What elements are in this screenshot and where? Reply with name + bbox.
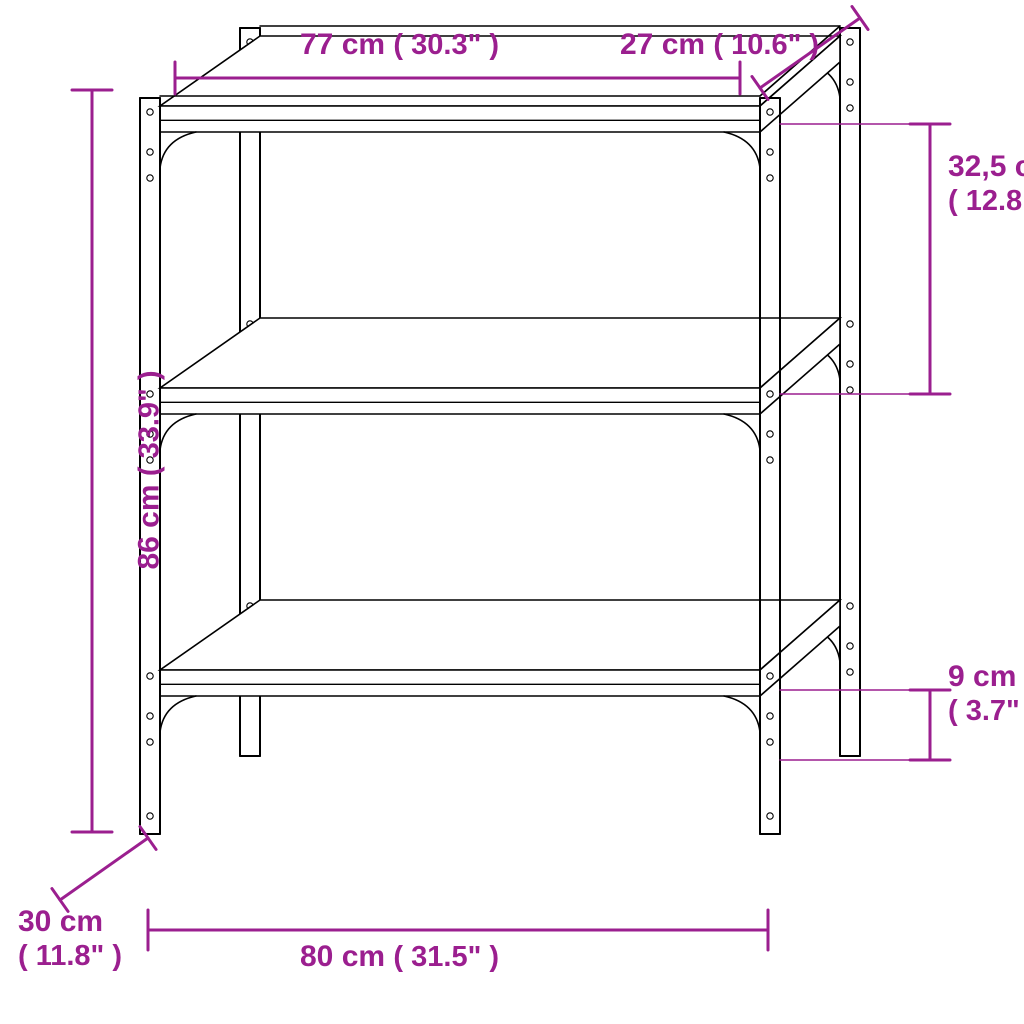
dim-top-width-in: ( 30.3" ) <box>393 29 499 61</box>
dim-base-depth-cm: 30 cm <box>18 905 122 940</box>
dim-foot-clear-cm: 9 cm <box>948 660 1024 695</box>
dim-shelf-gap-in: ( 12.8" ) <box>948 185 1024 218</box>
dim-top-width: 77 cm ( 30.3" ) <box>300 28 499 63</box>
dim-top-depth: 27 cm ( 10.6" ) <box>620 28 819 63</box>
dim-height-total: 86 cm ( 33.9" ) <box>132 370 167 569</box>
dim-top-depth-cm: 27 cm <box>620 28 705 61</box>
dim-foot-clear-in: ( 3.7" ) <box>948 695 1024 728</box>
dim-base-width-in: ( 31.5" ) <box>393 941 499 973</box>
dim-base-depth-in: ( 11.8" ) <box>18 940 122 973</box>
dim-shelf-gap: 32,5 cm ( 12.8" ) <box>948 150 1024 218</box>
dim-top-width-cm: 77 cm <box>300 28 385 61</box>
dim-base-width: 80 cm ( 31.5" ) <box>300 940 499 975</box>
dim-shelf-gap-cm: 32,5 cm <box>948 150 1024 185</box>
dim-height-cm: 86 cm <box>132 484 165 569</box>
dim-height-in: ( 33.9" ) <box>133 370 165 476</box>
dim-base-width-cm: 80 cm <box>300 940 385 973</box>
dim-foot-clear: 9 cm ( 3.7" ) <box>948 660 1024 728</box>
dim-base-depth: 30 cm ( 11.8" ) <box>18 905 122 973</box>
dim-top-depth-in: ( 10.6" ) <box>713 29 819 61</box>
diagram-stage: 86 cm ( 33.9" ) 77 cm ( 30.3" ) 27 cm ( … <box>0 0 1024 1024</box>
